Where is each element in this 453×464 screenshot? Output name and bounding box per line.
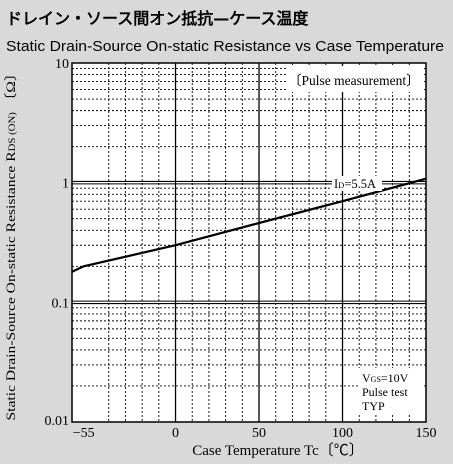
- pulse-measurement-box: 〔Pulse measurement〕: [287, 66, 422, 92]
- series-label-text: ID=5.5A: [334, 177, 376, 191]
- condition-vgs: VGS=10V: [362, 371, 409, 385]
- conditions-background: [358, 368, 424, 414]
- y-axis-label: Static Drain-Source On-static Resistance…: [3, 65, 18, 420]
- pulse-measurement-label: 〔Pulse measurement〕: [288, 73, 420, 88]
- series-layer: [71, 177, 427, 273]
- pulse-measurement-background: [287, 66, 422, 92]
- x-tick-label: 0: [172, 426, 179, 441]
- tick-labels: −55 0 50 100 150 0.01 0.1 1 10: [45, 57, 437, 441]
- x-tick-label: 150: [416, 426, 437, 441]
- condition-typ: TYP: [362, 399, 385, 413]
- condition-pulse-test: Pulse test: [362, 385, 408, 399]
- series-line-id-5-5a: [71, 177, 427, 273]
- grid: [72, 63, 426, 422]
- x-axis-label: Case Temperature Tc〔℃〕: [192, 442, 363, 459]
- series-label-background: [332, 176, 382, 191]
- series-label-group: ID=5.5A: [332, 176, 382, 191]
- y-tick-label: 1: [62, 177, 69, 192]
- conditions-box: VGS=10V Pulse test TYP: [358, 368, 424, 414]
- y-tick-label: 10: [55, 57, 69, 72]
- plot-area: [71, 62, 427, 423]
- y-tick-label: 0.01: [45, 414, 70, 429]
- x-tick-label: 50: [252, 426, 266, 441]
- chart-title: ドレイン・ソース間オン抵抗—ケース温度: [6, 9, 309, 28]
- x-tick-label: −55: [73, 426, 95, 441]
- chart-subtitle: Static Drain-Source On-static Resistance…: [6, 39, 444, 55]
- x-tick-label: 100: [332, 426, 353, 441]
- y-tick-label: 0.1: [52, 296, 70, 311]
